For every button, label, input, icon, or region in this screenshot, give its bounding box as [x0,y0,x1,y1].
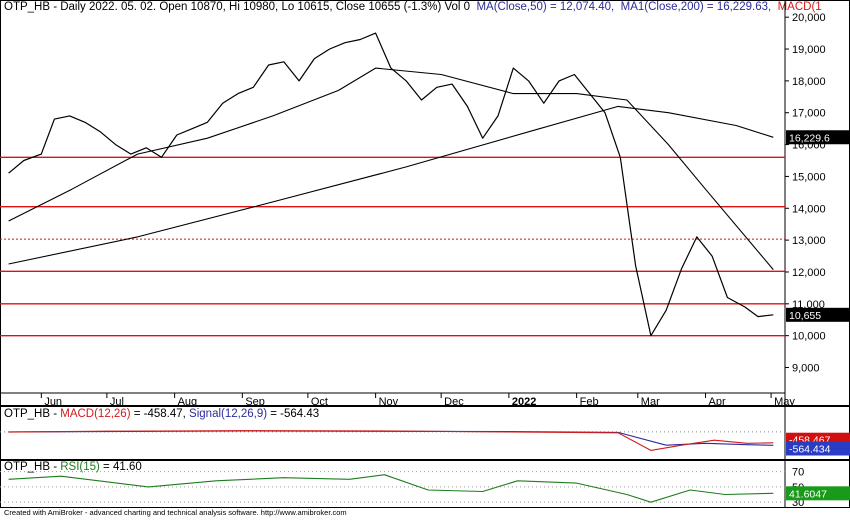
rsi-series-label: RSI(15) [60,461,100,473]
price-value-badge: 16,229.6 [789,132,830,144]
month-label: Mar [641,396,660,406]
macd-series-label: MACD(12,26) [60,408,131,420]
month-label: Aug [178,396,198,406]
price-y-tick-label: 20,000 [792,12,826,24]
rsi-panel: 30507041.6047 OTP_HB - RSI(15) = 41.60 [0,460,850,508]
macd-chart[interactable]: -458.467-564.434 [0,406,850,460]
month-label: Sep [245,396,265,406]
macd-value-badge-bg [786,441,850,456]
price-header-text: OTP_HB - Daily 2022. 05. 02. Open 10870,… [4,1,471,13]
price-y-tick-label: 9,000 [792,363,820,375]
price-value-badge: 10,655 [789,310,821,322]
month-label: May [774,396,795,406]
month-label: 2022 [512,396,536,406]
macd-value-badge: -564.434 [789,444,831,456]
month-label: Apr [709,396,726,406]
ma200-line [8,105,774,265]
price-y-tick-label: 19,000 [792,44,826,56]
signal-series-value: = -564.43 [267,408,320,420]
signal-series-label: Signal(12,26,9) [189,408,268,420]
month-label: Feb [580,396,599,406]
price-y-tick-label: 15,000 [792,171,826,183]
macd-panel: -458.467 -564.434 OTP_HB - MACD(12,26) = … [0,406,850,460]
footer-credit: Created with AmiBroker - advanced charti… [4,508,347,517]
rsi-y-tick-label: 70 [792,467,804,479]
price-line [8,32,774,337]
macd-series-value: = -458.47, [130,408,190,420]
month-label: Jul [110,396,124,406]
ma50-line [8,67,774,270]
rsi-header-prefix: OTP_HB - [4,461,61,473]
price-y-tick-label: 18,000 [792,76,826,88]
rsi-y-tick-label: 30 [792,497,804,508]
rsi-value-badge-bg [786,486,850,501]
price-y-tick-label: 10,000 [792,331,826,343]
rsi-value-badge: 41.6047 [789,488,827,500]
rsi-line [8,474,774,503]
macd-header-prefix: OTP_HB - [4,408,61,420]
price-y-tick-label: 14,000 [792,203,826,215]
macd-legend-truncated: MACD(1 [777,1,822,13]
month-label: Dec [444,396,464,406]
price-chart[interactable]: 9,00010,00011,00012,00013,00014,00015,00… [0,0,850,406]
macd-line [8,430,774,451]
macd-header: OTP_HB - MACD(12,26) = -458.47, Signal(1… [4,408,319,420]
price-value-badge-bg [786,130,850,145]
ma200-legend: MA1(Close,200) = 16,229.63, [620,1,772,13]
month-label: Nov [379,396,399,406]
price-panel: OTP_HB - Daily 2022. 05. 02. Open 10870,… [0,0,850,406]
month-label: Jun [44,396,62,406]
signal-line [8,430,774,446]
month-label: Oct [311,396,328,406]
price-value-badge-bg [786,307,850,322]
rsi-series-value: = 41.60 [99,461,142,473]
price-y-tick-label: 17,000 [792,108,826,120]
rsi-header: OTP_HB - RSI(15) = 41.60 [4,461,142,473]
ma50-legend: MA(Close,50) = 12,074.40, [476,1,615,13]
price-y-tick-label: 13,000 [792,235,826,247]
price-y-tick-label: 12,000 [792,267,826,279]
price-frame [0,0,850,406]
price-header: OTP_HB - Daily 2022. 05. 02. Open 10870,… [4,1,822,13]
